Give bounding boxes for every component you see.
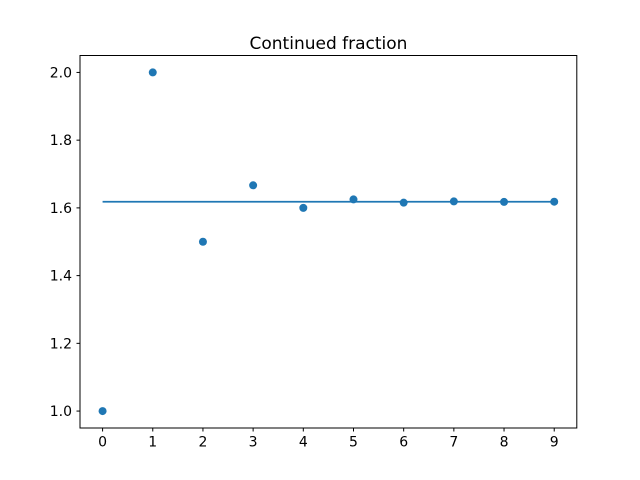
- axes-spines: [79, 55, 578, 429]
- y-tick-label: 1.8: [50, 133, 72, 149]
- data-point: [299, 203, 308, 212]
- x-tick-label: 5: [349, 435, 358, 451]
- x-tick-label: 7: [449, 435, 458, 451]
- x-tick-label: 9: [550, 435, 559, 451]
- data-point: [98, 407, 107, 416]
- x-tick-label: 8: [500, 435, 509, 451]
- data-point: [500, 197, 509, 206]
- x-tick-label: 6: [399, 435, 408, 451]
- y-tick-label: 1.0: [50, 404, 72, 420]
- x-tick-label: 0: [98, 435, 107, 451]
- y-tick-label: 1.6: [50, 201, 72, 217]
- data-point: [399, 198, 408, 207]
- y-tick-label: 1.2: [50, 336, 72, 352]
- data-point: [449, 197, 458, 206]
- data-point: [249, 181, 258, 190]
- x-tick-label: 2: [198, 435, 207, 451]
- chart-title: Continued fraction: [250, 34, 408, 54]
- data-point: [550, 197, 559, 206]
- data-point: [349, 195, 358, 204]
- x-tick-label: 3: [249, 435, 258, 451]
- x-tick-label: 4: [299, 435, 308, 451]
- data-point: [198, 237, 207, 246]
- x-tick-label: 1: [148, 435, 157, 451]
- y-tick-label: 2.0: [50, 65, 72, 81]
- data-point: [148, 68, 157, 77]
- y-tick-label: 1.4: [50, 269, 72, 285]
- plot-area: 0 1 2 3 4 5 6 7 8 9 1.0 1.2 1.4 1.6 1.8 2.0: [50, 55, 578, 451]
